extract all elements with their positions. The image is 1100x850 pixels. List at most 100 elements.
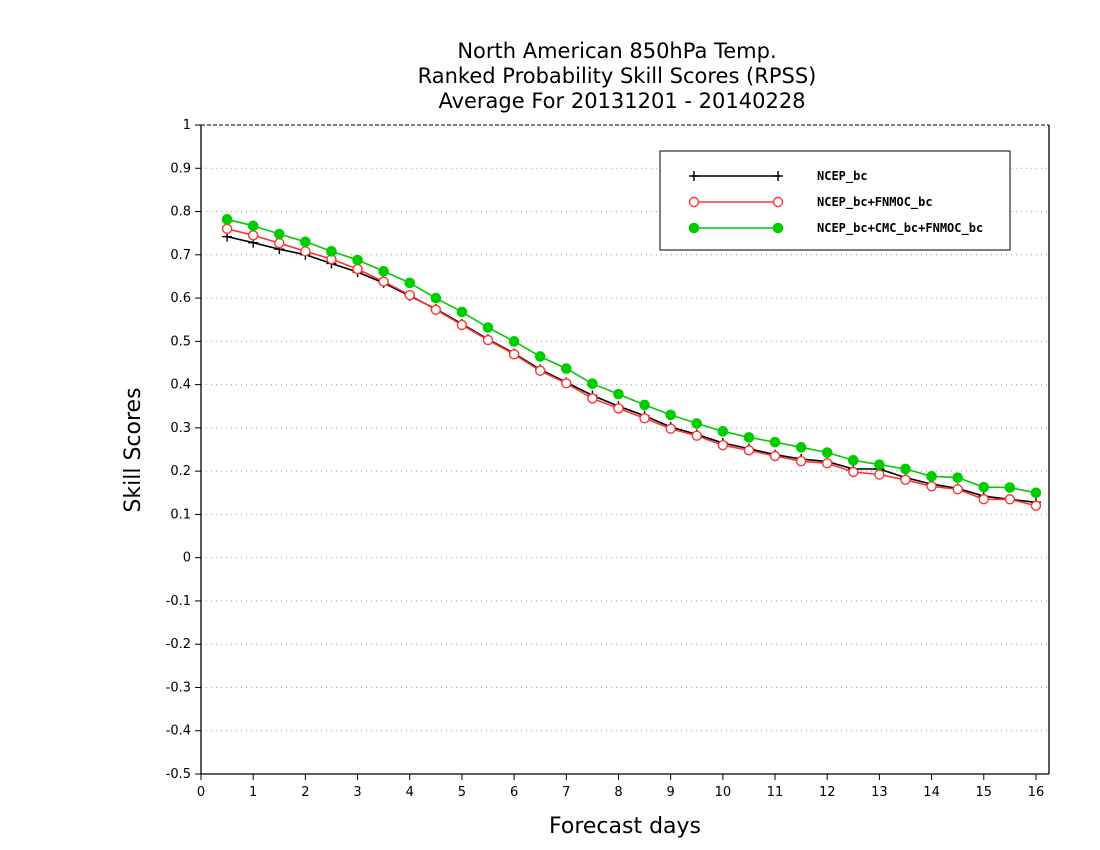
legend-label: NCEP_bc+CMC_bc+FNMOC_bc: [817, 221, 983, 236]
data-point: [665, 423, 676, 434]
data-point: [952, 484, 963, 495]
y-tick-label: -0.3: [166, 680, 191, 695]
y-tick-label: -0.2: [166, 637, 191, 652]
data-point: [560, 363, 572, 374]
y-tick-label: -0.5: [166, 767, 191, 782]
y-tick-label: 0.9: [170, 161, 191, 176]
data-point: [1030, 500, 1042, 511]
series-1: [221, 223, 1042, 511]
legend-box: [659, 150, 1011, 251]
legend-label: NCEP_bc: [817, 169, 868, 184]
x-tick-label: 15: [975, 785, 992, 800]
data-point: [482, 334, 494, 346]
data-point: [404, 277, 416, 289]
data-point: [587, 378, 598, 390]
x-tick-label: 14: [923, 785, 940, 800]
series-line: [226, 235, 1037, 504]
data-point: [430, 304, 442, 315]
data-point: [848, 455, 859, 466]
data-point: [300, 246, 311, 257]
series-line: [226, 228, 1037, 507]
data-point: [639, 399, 650, 411]
data-point: [717, 426, 729, 437]
axes: -0.5 -0.4 -0.3 -0.2 -0.1 0 0.1 0.2 0.3 0.4 0.5 0.6 0…: [166, 118, 1050, 800]
x-tick-label: 10: [715, 785, 732, 800]
data-point: [1004, 494, 1016, 505]
series-2: [221, 214, 1042, 499]
data-point: [848, 466, 859, 478]
y-tick-label: -0.1: [166, 594, 191, 609]
data-point: [378, 265, 389, 277]
x-tick-label: 1: [249, 785, 257, 800]
data-point: [247, 220, 259, 232]
data-point: [482, 322, 494, 333]
data-point: [613, 403, 624, 414]
series-line: [226, 218, 1037, 494]
y-tick-label: 0.1: [170, 507, 191, 522]
data-point: [508, 336, 520, 347]
y-tick-label: 0.4: [170, 378, 191, 393]
data-point: [769, 436, 781, 448]
data-point: [456, 319, 468, 331]
y-tick-label: 0.3: [170, 421, 191, 436]
x-tick-label: 7: [562, 785, 570, 800]
data-point: [378, 276, 389, 287]
data-point: [561, 378, 572, 389]
x-tick-label: 8: [614, 785, 622, 800]
data-point: [743, 432, 755, 443]
data-point: [769, 450, 781, 462]
title-line-3: Average For 20131201 - 20140228: [438, 89, 805, 113]
y-tick-label: 0.5: [170, 334, 191, 349]
data-point: [273, 228, 285, 240]
data-point: [1030, 487, 1042, 499]
data-point: [795, 455, 807, 467]
data-point: [978, 481, 990, 493]
x-axis-label: Forecast days: [549, 814, 701, 839]
y-tick-label: -0.4: [166, 724, 191, 739]
data-point: [274, 237, 285, 249]
x-tick-label: 6: [510, 785, 518, 800]
data-point: [534, 351, 546, 362]
legend-marker: [688, 196, 700, 208]
data-point: [821, 447, 833, 458]
legend-marker: [689, 171, 699, 181]
data-point: [822, 458, 833, 469]
title-line-1: North American 850hPa Temp.: [457, 39, 776, 63]
data-point: [717, 439, 729, 451]
y-tick-label: 0.7: [170, 248, 191, 263]
data-point: [326, 246, 337, 257]
data-point: [535, 365, 546, 376]
data-point: [691, 430, 702, 441]
data-point: [404, 289, 415, 301]
data-point: [900, 463, 911, 475]
legend-marker: [772, 196, 784, 208]
x-tick-label: 3: [353, 785, 361, 800]
y-tick-label: 0.8: [170, 205, 191, 220]
legend-item: NCEP_bc: [689, 169, 868, 184]
y-tick-label: 0.6: [170, 291, 191, 306]
series: [221, 214, 1042, 511]
data-point: [352, 263, 363, 275]
legend-item: NCEP_bc+FNMOC_bc: [688, 195, 933, 210]
data-point: [247, 230, 259, 241]
x-tick-label: 11: [767, 785, 784, 800]
x-tick-label: 5: [458, 785, 466, 800]
data-point: [691, 418, 703, 429]
data-point: [352, 254, 363, 266]
data-point: [926, 471, 937, 482]
legend-marker: [772, 222, 784, 234]
data-point: [613, 388, 624, 400]
x-tick-label: 12: [819, 785, 836, 800]
data-point: [508, 349, 520, 360]
data-point: [1004, 482, 1016, 493]
chart-title: North American 850hPa Temp. Ranked Proba…: [418, 39, 817, 113]
data-point: [978, 494, 989, 505]
x-tick-label: 2: [301, 785, 309, 800]
title-line-2: Ranked Probability Skill Scores (RPSS): [418, 64, 817, 88]
data-point: [456, 306, 468, 318]
data-point: [587, 393, 598, 404]
legend-marker: [688, 222, 700, 234]
data-point: [300, 236, 311, 248]
x-tick-label: 13: [871, 785, 888, 800]
